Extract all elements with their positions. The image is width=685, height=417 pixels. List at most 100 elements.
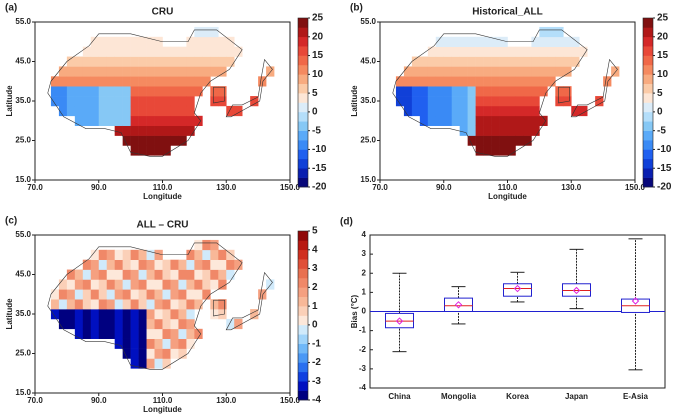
x-axis-label: Longitude [143, 192, 182, 201]
map-cell [170, 338, 179, 349]
map-cell [98, 56, 108, 67]
map-cell [523, 96, 532, 107]
colorbar-swatch [298, 55, 308, 66]
map-cell [435, 66, 445, 77]
map-cell [435, 46, 445, 57]
map-cell [443, 105, 453, 117]
map-cell [122, 249, 131, 260]
map-cell [58, 105, 68, 117]
map-cell [186, 56, 195, 67]
colorbar-swatch [643, 46, 653, 56]
map-cell [162, 46, 171, 57]
coastline [213, 299, 225, 317]
map-cell [170, 96, 179, 107]
map-cell [90, 279, 100, 290]
map-cell [130, 358, 139, 369]
panel-title: Historical_ALL [472, 7, 543, 18]
map-cell [435, 56, 445, 67]
map-cell [475, 135, 484, 146]
map-cell [170, 115, 179, 126]
map-cell [90, 105, 100, 117]
map-cell [178, 46, 187, 57]
map-cell [459, 105, 468, 117]
map-cell [98, 96, 108, 107]
map-cell [130, 338, 139, 349]
map-cell [58, 86, 68, 97]
map-cell [507, 56, 516, 67]
map-cell [138, 299, 147, 310]
map-cell [74, 289, 84, 300]
map-cell [218, 259, 227, 270]
map-cell [162, 358, 171, 369]
map-cell [515, 86, 524, 97]
map-cell [226, 36, 235, 47]
map-cell [170, 318, 179, 330]
map-cell [162, 115, 171, 126]
map-cell [547, 36, 556, 47]
map-cell [427, 56, 437, 67]
y-tick-label: 2 [362, 268, 367, 277]
map-cell [130, 289, 139, 300]
colorbar-swatch [298, 324, 308, 335]
map-cell [491, 135, 500, 146]
map-cell [483, 125, 492, 136]
map-cell [82, 66, 92, 77]
map-cell [178, 338, 187, 349]
map-cell [266, 66, 275, 77]
map-cell [122, 56, 131, 67]
map-cell [266, 279, 275, 290]
map-cell [130, 66, 139, 77]
map-cell [178, 66, 187, 77]
map-cell [467, 66, 476, 77]
map-cell [130, 96, 139, 107]
colorbar-swatch [298, 343, 308, 354]
map-cell [90, 66, 100, 77]
map-cell [66, 309, 76, 320]
map-cell [419, 56, 429, 67]
map-cell [499, 76, 508, 87]
map-cell [539, 56, 548, 67]
colorbar-tick-label: 25 [312, 13, 324, 24]
y-tick-label: 35.0 [15, 96, 31, 105]
map-cell [66, 56, 76, 67]
map-cell [507, 115, 516, 126]
map-cell [74, 86, 84, 97]
map-cell [138, 125, 147, 136]
colorbar-swatch [643, 121, 653, 131]
map-cell [154, 125, 163, 136]
map-cell [90, 96, 100, 107]
map-cell [403, 86, 413, 97]
map-cell [138, 289, 147, 300]
map-cell [210, 96, 219, 107]
map-cell [138, 56, 147, 67]
colorbar-tick-label: -5 [657, 125, 666, 136]
map-cell [50, 299, 60, 310]
map-cell [443, 76, 453, 87]
map-cell [403, 66, 413, 77]
map-cell [122, 289, 131, 300]
map-cell [146, 269, 155, 280]
map-cell [154, 105, 163, 117]
map-cell [218, 86, 227, 97]
map-cell [138, 269, 147, 280]
colorbar-tick-label: 4 [312, 244, 318, 255]
map-cell [146, 259, 155, 270]
map-cell [202, 56, 211, 67]
colorbar-tick-label: -5 [312, 125, 321, 136]
map-cell [130, 135, 139, 146]
colorbar-swatch [298, 268, 308, 279]
map-cell [515, 105, 524, 117]
map-cell [82, 269, 92, 280]
map-cell [491, 66, 500, 77]
map-cell [66, 66, 76, 77]
map-cell [507, 96, 516, 107]
map-cell [114, 299, 123, 310]
map-cell [403, 105, 413, 117]
map-cells [50, 26, 275, 156]
map-cell [122, 76, 131, 87]
map-cell [531, 56, 540, 67]
y-tick-label: 25.0 [360, 136, 376, 145]
map-cell [467, 105, 476, 117]
map-cell [122, 125, 131, 136]
colorbar-tick-label: -15 [657, 163, 672, 174]
